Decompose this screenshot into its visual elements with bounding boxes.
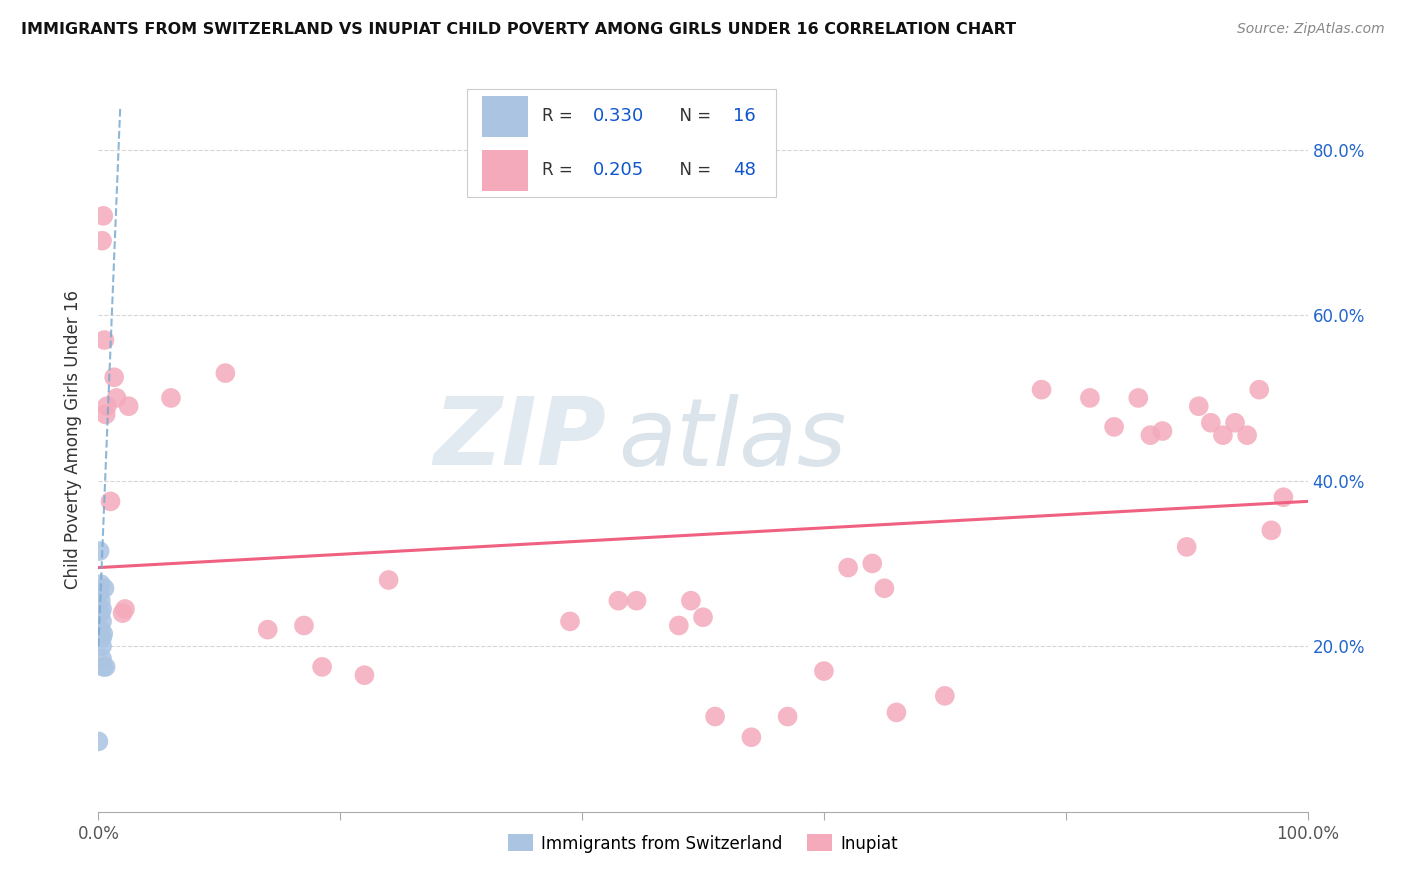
Point	[607, 593, 630, 607]
Point	[813, 664, 835, 678]
Point	[94, 408, 117, 422]
Point	[94, 660, 117, 674]
FancyBboxPatch shape	[467, 89, 776, 197]
Point	[256, 623, 278, 637]
Point	[91, 209, 114, 223]
Point	[89, 585, 111, 599]
Bar	[482, 95, 527, 136]
Point	[934, 689, 956, 703]
Point	[679, 593, 702, 607]
Point	[558, 615, 581, 629]
Point	[292, 618, 315, 632]
Point	[91, 602, 114, 616]
Text: N =: N =	[669, 161, 717, 179]
Point	[111, 606, 134, 620]
Point	[114, 602, 136, 616]
Text: R =: R =	[543, 107, 578, 125]
Point	[704, 709, 727, 723]
Text: ZIP: ZIP	[433, 393, 606, 485]
Text: 16: 16	[734, 107, 756, 125]
Text: atlas: atlas	[619, 393, 846, 485]
Point	[1139, 428, 1161, 442]
Point	[103, 370, 125, 384]
Point	[740, 730, 762, 744]
Point	[1260, 524, 1282, 538]
Point	[93, 333, 115, 347]
Point	[91, 639, 114, 653]
Text: 0.330: 0.330	[593, 107, 644, 125]
Point	[1236, 428, 1258, 442]
Point	[90, 593, 112, 607]
Point	[873, 582, 896, 596]
Point	[1212, 428, 1234, 442]
Point	[91, 234, 114, 248]
Point	[1102, 420, 1125, 434]
Point	[1128, 391, 1150, 405]
Y-axis label: Child Poverty Among Girls Under 16: Child Poverty Among Girls Under 16	[65, 290, 83, 589]
Point	[311, 660, 333, 674]
Point	[886, 706, 908, 720]
Text: 0.205: 0.205	[593, 161, 644, 179]
Text: R =: R =	[543, 161, 578, 179]
Point	[1199, 416, 1222, 430]
Point	[837, 560, 859, 574]
Point	[91, 651, 114, 665]
Point	[90, 577, 112, 591]
Point	[1031, 383, 1053, 397]
Point	[160, 391, 183, 405]
Point	[353, 668, 375, 682]
Text: 48: 48	[734, 161, 756, 179]
Point	[668, 618, 690, 632]
Point	[1223, 416, 1246, 430]
Point	[626, 593, 648, 607]
Point	[91, 660, 114, 674]
Bar	[482, 150, 527, 191]
Point	[214, 366, 236, 380]
Text: N =: N =	[669, 107, 717, 125]
Point	[100, 494, 122, 508]
Point	[1152, 424, 1174, 438]
Point	[118, 399, 141, 413]
Text: Source: ZipAtlas.com: Source: ZipAtlas.com	[1237, 22, 1385, 37]
Point	[860, 557, 883, 571]
Point	[93, 582, 115, 596]
Point	[377, 573, 399, 587]
Point	[96, 399, 118, 413]
Point	[91, 631, 114, 645]
Point	[91, 627, 114, 641]
Point	[87, 734, 110, 748]
Text: IMMIGRANTS FROM SWITZERLAND VS INUPIAT CHILD POVERTY AMONG GIRLS UNDER 16 CORREL: IMMIGRANTS FROM SWITZERLAND VS INUPIAT C…	[21, 22, 1017, 37]
Point	[1078, 391, 1101, 405]
Point	[776, 709, 799, 723]
Point	[90, 606, 112, 620]
Point	[1188, 399, 1211, 413]
Legend: Immigrants from Switzerland, Inupiat: Immigrants from Switzerland, Inupiat	[501, 828, 905, 859]
Point	[91, 615, 114, 629]
Point	[692, 610, 714, 624]
Point	[105, 391, 128, 405]
Point	[1175, 540, 1198, 554]
Point	[1249, 383, 1271, 397]
Point	[90, 623, 112, 637]
Point	[1272, 490, 1295, 504]
Point	[89, 544, 111, 558]
